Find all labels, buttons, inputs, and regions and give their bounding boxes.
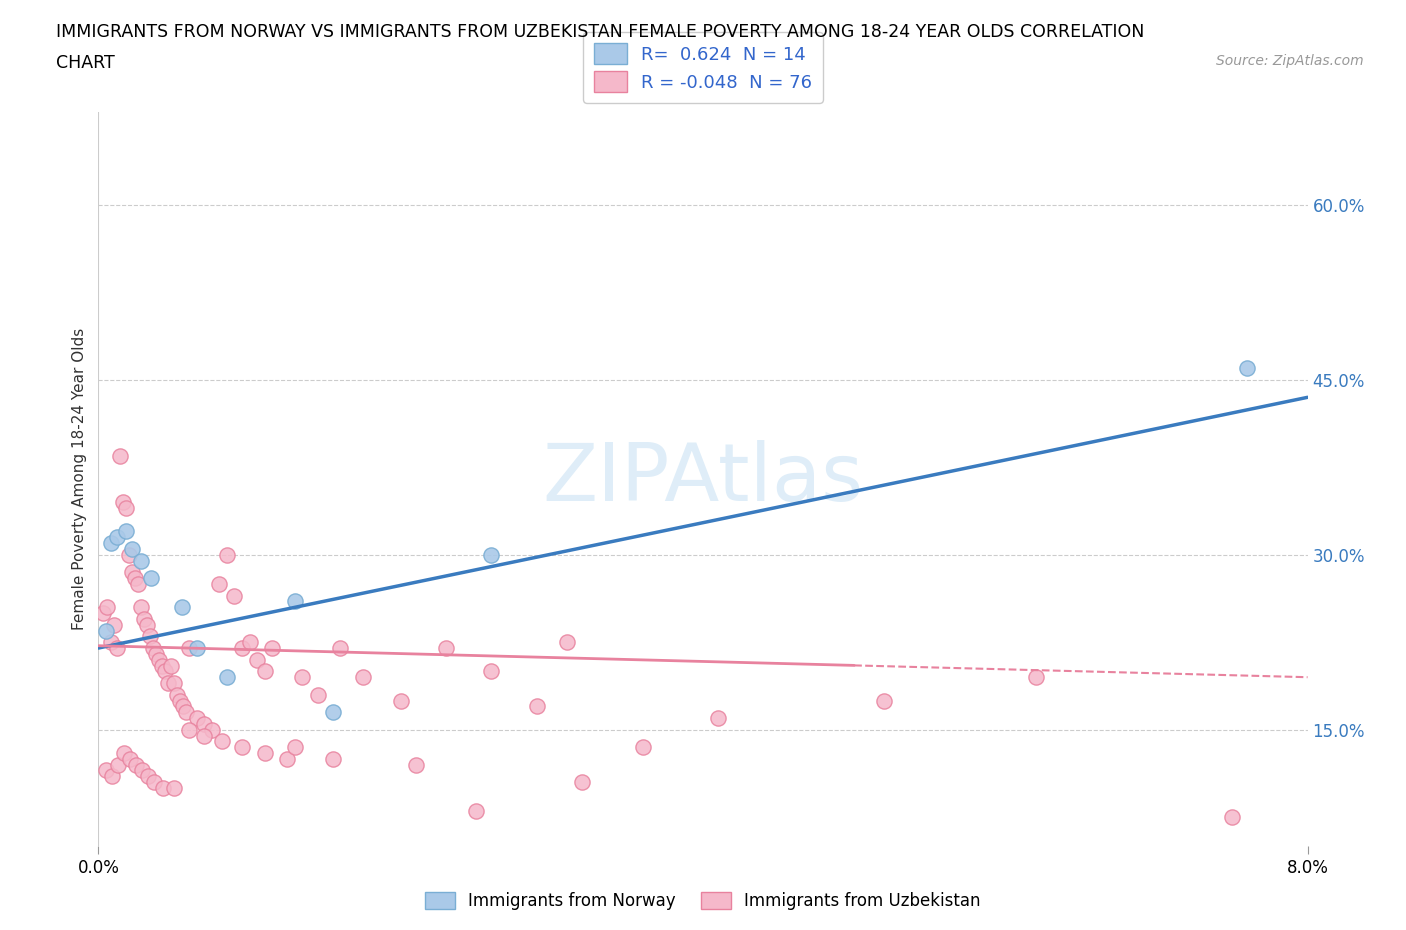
Point — [186, 641, 208, 656]
Point — [139, 629, 162, 644]
Point — [352, 670, 374, 684]
Point — [100, 536, 122, 551]
Point — [152, 780, 174, 795]
Point — [129, 600, 152, 615]
Point — [707, 711, 730, 725]
Point — [136, 769, 159, 784]
Point — [389, 693, 412, 708]
Point — [150, 658, 173, 673]
Legend: R=  0.624  N = 14, R = -0.048  N = 76: R= 0.624 N = 14, R = -0.048 N = 76 — [583, 33, 823, 103]
Point — [481, 664, 503, 679]
Point — [143, 775, 166, 790]
Point — [111, 495, 134, 510]
Point — [253, 746, 276, 761]
Point — [163, 675, 186, 690]
Point — [96, 600, 118, 615]
Point — [131, 763, 153, 777]
Point — [91, 605, 114, 620]
Point — [101, 769, 124, 784]
Point — [231, 739, 253, 754]
Point — [276, 751, 298, 766]
Text: CHART: CHART — [56, 54, 115, 72]
Text: ZIPAtlas: ZIPAtlas — [543, 440, 863, 518]
Point — [307, 687, 329, 702]
Point — [121, 565, 143, 579]
Point — [201, 723, 224, 737]
Point — [142, 641, 165, 656]
Point — [405, 757, 427, 772]
Point — [215, 548, 238, 563]
Point — [262, 641, 284, 656]
Point — [1236, 361, 1258, 376]
Point — [434, 641, 457, 656]
Point — [571, 775, 593, 790]
Point — [631, 739, 654, 754]
Point — [127, 577, 149, 591]
Point — [253, 664, 276, 679]
Point — [141, 571, 163, 586]
Point — [329, 641, 352, 656]
Point — [125, 757, 148, 772]
Point — [148, 652, 170, 667]
Point — [135, 618, 157, 632]
Point — [873, 693, 896, 708]
Point — [100, 635, 122, 650]
Point — [246, 652, 269, 667]
Point — [215, 670, 238, 684]
Point — [481, 548, 503, 563]
Point — [163, 780, 186, 795]
Point — [193, 728, 215, 743]
Point — [156, 675, 179, 690]
Point — [118, 548, 141, 563]
Point — [105, 530, 128, 545]
Point — [322, 705, 344, 720]
Point — [1220, 810, 1243, 825]
Legend: Immigrants from Norway, Immigrants from Uzbekistan: Immigrants from Norway, Immigrants from … — [419, 885, 987, 917]
Point — [129, 553, 152, 568]
Point — [465, 804, 488, 818]
Point — [555, 635, 578, 650]
Point — [103, 618, 125, 632]
Point — [284, 739, 307, 754]
Point — [105, 641, 128, 656]
Point — [94, 763, 117, 777]
Point — [239, 635, 262, 650]
Point — [1024, 670, 1046, 684]
Point — [114, 500, 136, 515]
Point — [121, 541, 143, 556]
Point — [179, 641, 201, 656]
Point — [112, 746, 135, 761]
Text: IMMIGRANTS FROM NORWAY VS IMMIGRANTS FROM UZBEKISTAN FEMALE POVERTY AMONG 18-24 : IMMIGRANTS FROM NORWAY VS IMMIGRANTS FRO… — [56, 23, 1144, 41]
Point — [170, 600, 193, 615]
Point — [145, 646, 167, 661]
Point — [231, 641, 253, 656]
Point — [526, 699, 548, 714]
Point — [107, 757, 129, 772]
Point — [224, 588, 246, 603]
Point — [172, 699, 194, 714]
Point — [160, 658, 183, 673]
Point — [120, 751, 142, 766]
Point — [284, 594, 307, 609]
Point — [193, 716, 215, 731]
Point — [132, 611, 155, 626]
Point — [108, 448, 131, 463]
Point — [94, 623, 117, 638]
Point — [186, 711, 208, 725]
Point — [124, 571, 146, 586]
Point — [211, 734, 233, 749]
Point — [208, 577, 231, 591]
Point — [169, 693, 191, 708]
Point — [166, 687, 188, 702]
Point — [291, 670, 314, 684]
Point — [179, 723, 201, 737]
Point — [114, 524, 136, 538]
Text: Source: ZipAtlas.com: Source: ZipAtlas.com — [1216, 54, 1364, 68]
Y-axis label: Female Poverty Among 18-24 Year Olds: Female Poverty Among 18-24 Year Olds — [72, 328, 87, 631]
Point — [322, 751, 344, 766]
Point — [153, 664, 176, 679]
Point — [174, 705, 197, 720]
